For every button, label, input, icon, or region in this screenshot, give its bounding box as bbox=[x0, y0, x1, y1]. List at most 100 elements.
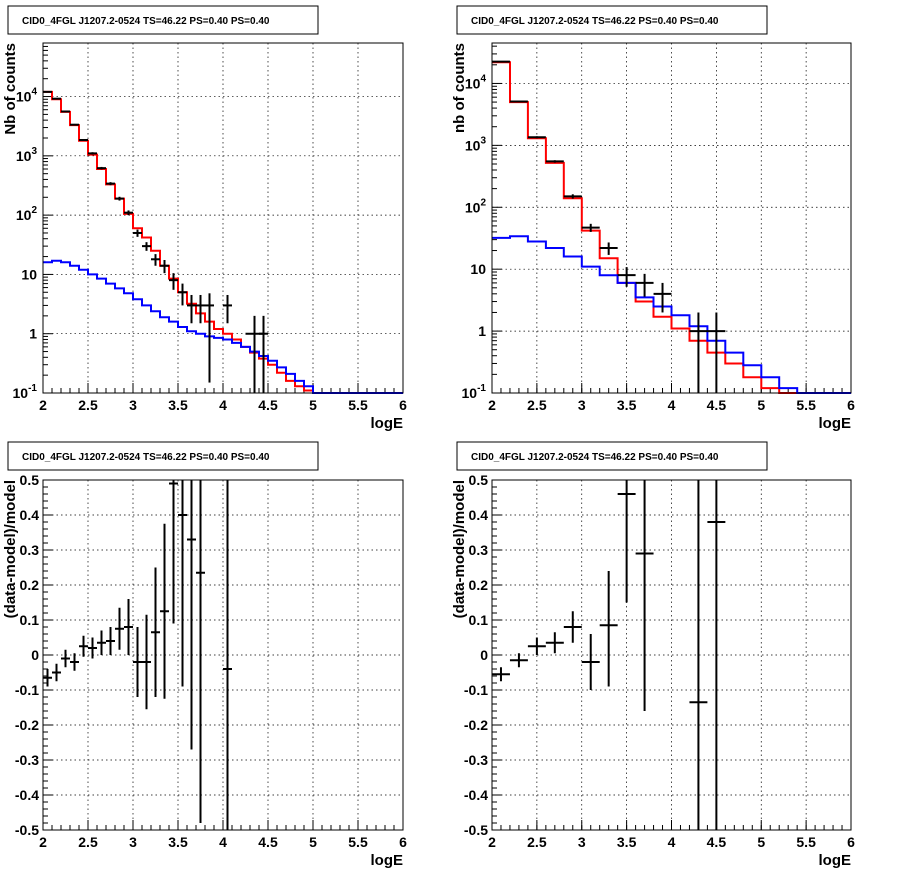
data-point bbox=[61, 649, 70, 668]
data-point bbox=[43, 669, 52, 687]
data-point bbox=[142, 614, 151, 710]
x-tick-label: 2.5 bbox=[78, 397, 98, 413]
data-point bbox=[509, 100, 528, 103]
data-point bbox=[115, 607, 124, 650]
plot-frame bbox=[491, 479, 852, 831]
x-tick-label: 4 bbox=[668, 834, 676, 850]
y-tick-label: 1 bbox=[29, 326, 37, 342]
data-point bbox=[545, 160, 564, 163]
data-point bbox=[178, 283, 187, 306]
data-point bbox=[88, 637, 97, 659]
data-point bbox=[617, 267, 636, 287]
y-tick-label: 0.2 bbox=[20, 577, 40, 593]
x-tick-label: 3.5 bbox=[168, 834, 188, 850]
y-tick-label: 0.4 bbox=[20, 507, 40, 523]
y-tick-label: 10-1 bbox=[462, 383, 487, 401]
x-tick-label: 5.5 bbox=[796, 397, 816, 413]
y-tick-label: -0.4 bbox=[464, 787, 488, 803]
data-point bbox=[581, 634, 600, 690]
data-point bbox=[61, 110, 70, 113]
data-point bbox=[689, 312, 708, 393]
x-tick-label: 3 bbox=[578, 397, 586, 413]
x-axis-label: logE bbox=[371, 415, 404, 432]
y-tick-label: -0.1 bbox=[464, 682, 488, 698]
data-point bbox=[160, 260, 169, 274]
y-tick-label: 103 bbox=[16, 146, 38, 164]
y-tick-label: -0.5 bbox=[15, 822, 39, 838]
x-tick-label: 2 bbox=[488, 834, 496, 850]
y-tick-label: 0.5 bbox=[469, 472, 489, 488]
data-point bbox=[689, 480, 708, 830]
data-point bbox=[97, 166, 106, 170]
y-tick-label: 104 bbox=[16, 87, 38, 105]
x-tick-label: 4.5 bbox=[258, 397, 278, 413]
chart-panel-2: CID0_4FGL J1207.2-0524 TS=46.22 PS=0.40 … bbox=[451, 5, 855, 432]
data-point bbox=[106, 182, 115, 186]
model-total-step-line bbox=[492, 61, 851, 394]
x-tick-label: 3 bbox=[578, 834, 586, 850]
x-tick-label: 6 bbox=[847, 397, 855, 413]
chart-panel-4: CID0_4FGL J1207.2-0524 TS=46.22 PS=0.40 … bbox=[451, 441, 855, 869]
plot-frame bbox=[42, 479, 404, 831]
y-tick-label: -0.2 bbox=[15, 717, 39, 733]
x-tick-label: 2.5 bbox=[527, 397, 547, 413]
x-tick-label: 5 bbox=[757, 834, 765, 850]
x-axis-label: logE bbox=[819, 852, 852, 869]
x-tick-label: 3.5 bbox=[617, 397, 637, 413]
chart-title: CID0_4FGL J1207.2-0524 TS=46.22 PS=0.40 … bbox=[471, 452, 719, 463]
x-tick-label: 5 bbox=[757, 397, 765, 413]
data-point bbox=[563, 611, 582, 643]
chart-panel-3: CID0_4FGL J1207.2-0524 TS=46.22 PS=0.40 … bbox=[2, 441, 407, 869]
y-tick-label: 0.4 bbox=[469, 507, 489, 523]
y-axis-label: (data-model)/model bbox=[451, 480, 468, 618]
y-tick-label: 0 bbox=[31, 647, 39, 663]
y-tick-label: 103 bbox=[465, 135, 487, 153]
title-box bbox=[7, 5, 319, 35]
y-tick-label: 102 bbox=[465, 197, 487, 215]
data-point bbox=[124, 210, 133, 216]
x-tick-label: 4 bbox=[219, 397, 227, 413]
y-tick-label: 10 bbox=[470, 261, 486, 277]
title-box bbox=[456, 5, 768, 35]
y-axis-label: Nb of counts bbox=[2, 43, 19, 135]
data-point bbox=[124, 599, 133, 655]
data-point bbox=[70, 123, 79, 126]
data-point bbox=[545, 632, 564, 654]
data-point bbox=[563, 194, 582, 199]
data-point bbox=[133, 229, 142, 237]
data-point bbox=[617, 480, 636, 603]
data-point bbox=[97, 630, 106, 655]
data-point bbox=[635, 480, 654, 711]
y-tick-label: 102 bbox=[16, 205, 38, 223]
y-tick-label: -0.5 bbox=[464, 822, 488, 838]
data-point bbox=[707, 480, 726, 830]
x-tick-label: 3 bbox=[129, 834, 137, 850]
data-point bbox=[599, 571, 618, 687]
data-point bbox=[196, 480, 205, 823]
data-point bbox=[133, 627, 142, 697]
data-point bbox=[88, 152, 97, 155]
data-point bbox=[52, 663, 61, 682]
y-tick-label: -0.4 bbox=[15, 787, 39, 803]
x-tick-label: 2.5 bbox=[78, 834, 98, 850]
title-box bbox=[456, 441, 768, 471]
data-point bbox=[196, 294, 205, 324]
y-tick-label: -0.3 bbox=[464, 752, 488, 768]
data-point bbox=[52, 97, 61, 100]
x-tick-label: 4.5 bbox=[258, 834, 278, 850]
data-point bbox=[151, 567, 160, 697]
chart-panel-1: CID0_4FGL J1207.2-0524 TS=46.22 PS=0.40 … bbox=[2, 5, 407, 432]
data-point bbox=[187, 294, 196, 324]
x-tick-label: 6 bbox=[847, 834, 855, 850]
y-tick-label: 0 bbox=[480, 647, 488, 663]
data-point bbox=[187, 480, 196, 750]
data-point bbox=[79, 635, 88, 657]
data-point bbox=[223, 294, 232, 324]
data-point bbox=[106, 627, 115, 655]
data-point bbox=[70, 653, 79, 671]
x-tick-label: 2 bbox=[488, 397, 496, 413]
x-tick-label: 4.5 bbox=[707, 397, 727, 413]
data-point bbox=[169, 480, 178, 624]
x-tick-label: 3.5 bbox=[168, 397, 188, 413]
